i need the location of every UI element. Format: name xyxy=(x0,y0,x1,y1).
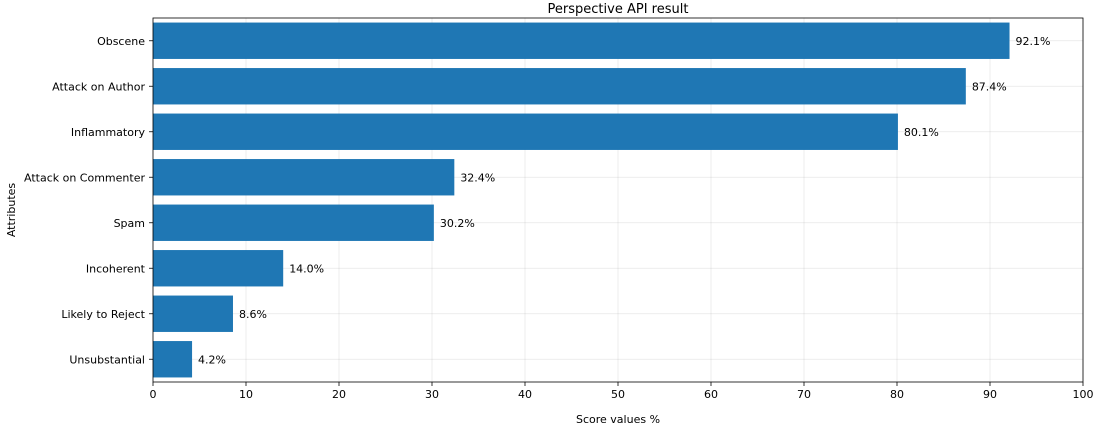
x-tick-label: 50 xyxy=(611,388,625,401)
bar xyxy=(153,113,898,150)
x-tick-label: 60 xyxy=(704,388,718,401)
bar-value-label: 4.2% xyxy=(198,353,226,366)
bar xyxy=(153,341,193,378)
x-tick-label: 20 xyxy=(332,388,346,401)
x-axis-label: Score values % xyxy=(576,413,660,426)
x-tick-label: 0 xyxy=(150,388,157,401)
bar xyxy=(153,250,284,287)
x-tick-label: 90 xyxy=(983,388,997,401)
bar xyxy=(153,295,233,332)
bar xyxy=(153,204,434,241)
x-tick-label: 30 xyxy=(425,388,439,401)
x-axis-ticks: 0 10 20 30 40 50 60 70 80 90 100 xyxy=(150,382,1094,401)
bar-value-label: 30.2% xyxy=(440,217,475,230)
y-tick-label: Likely to Reject xyxy=(61,308,145,321)
bar-value-label: 80.1% xyxy=(904,126,939,139)
bar xyxy=(153,159,455,196)
y-tick-label: Attack on Author xyxy=(52,80,145,93)
x-tick-label: 10 xyxy=(239,388,253,401)
bars xyxy=(153,22,1010,378)
bar xyxy=(153,22,1010,59)
x-tick-label: 70 xyxy=(797,388,811,401)
bar-value-label: 14.0% xyxy=(289,262,324,275)
y-tick-label: Incoherent xyxy=(86,262,146,275)
y-axis-label: Attributes xyxy=(5,183,18,238)
y-tick-label: Obscene xyxy=(97,35,145,48)
y-axis-ticks: Obscene Attack on Author Inflammatory Attac… xyxy=(24,35,153,366)
bar xyxy=(153,68,966,105)
y-tick-label: Spam xyxy=(114,217,145,230)
bar-value-label: 92.1% xyxy=(1016,35,1051,48)
x-tick-label: 100 xyxy=(1073,388,1094,401)
x-tick-label: 80 xyxy=(890,388,904,401)
y-tick-label: Attack on Commenter xyxy=(24,171,145,184)
bar-value-label: 8.6% xyxy=(239,308,267,321)
bar-value-label: 32.4% xyxy=(460,171,495,184)
x-tick-label: 40 xyxy=(518,388,532,401)
y-tick-label: Inflammatory xyxy=(71,126,146,139)
chart-title: Perspective API result xyxy=(548,2,689,17)
y-tick-label: Unsubstantial xyxy=(69,353,145,366)
bar-labels: 92.1% 87.4% 80.1% 32.4% 30.2% 14.0% 8.6% 4.2% xyxy=(198,35,1050,367)
bar-value-label: 87.4% xyxy=(972,80,1007,93)
